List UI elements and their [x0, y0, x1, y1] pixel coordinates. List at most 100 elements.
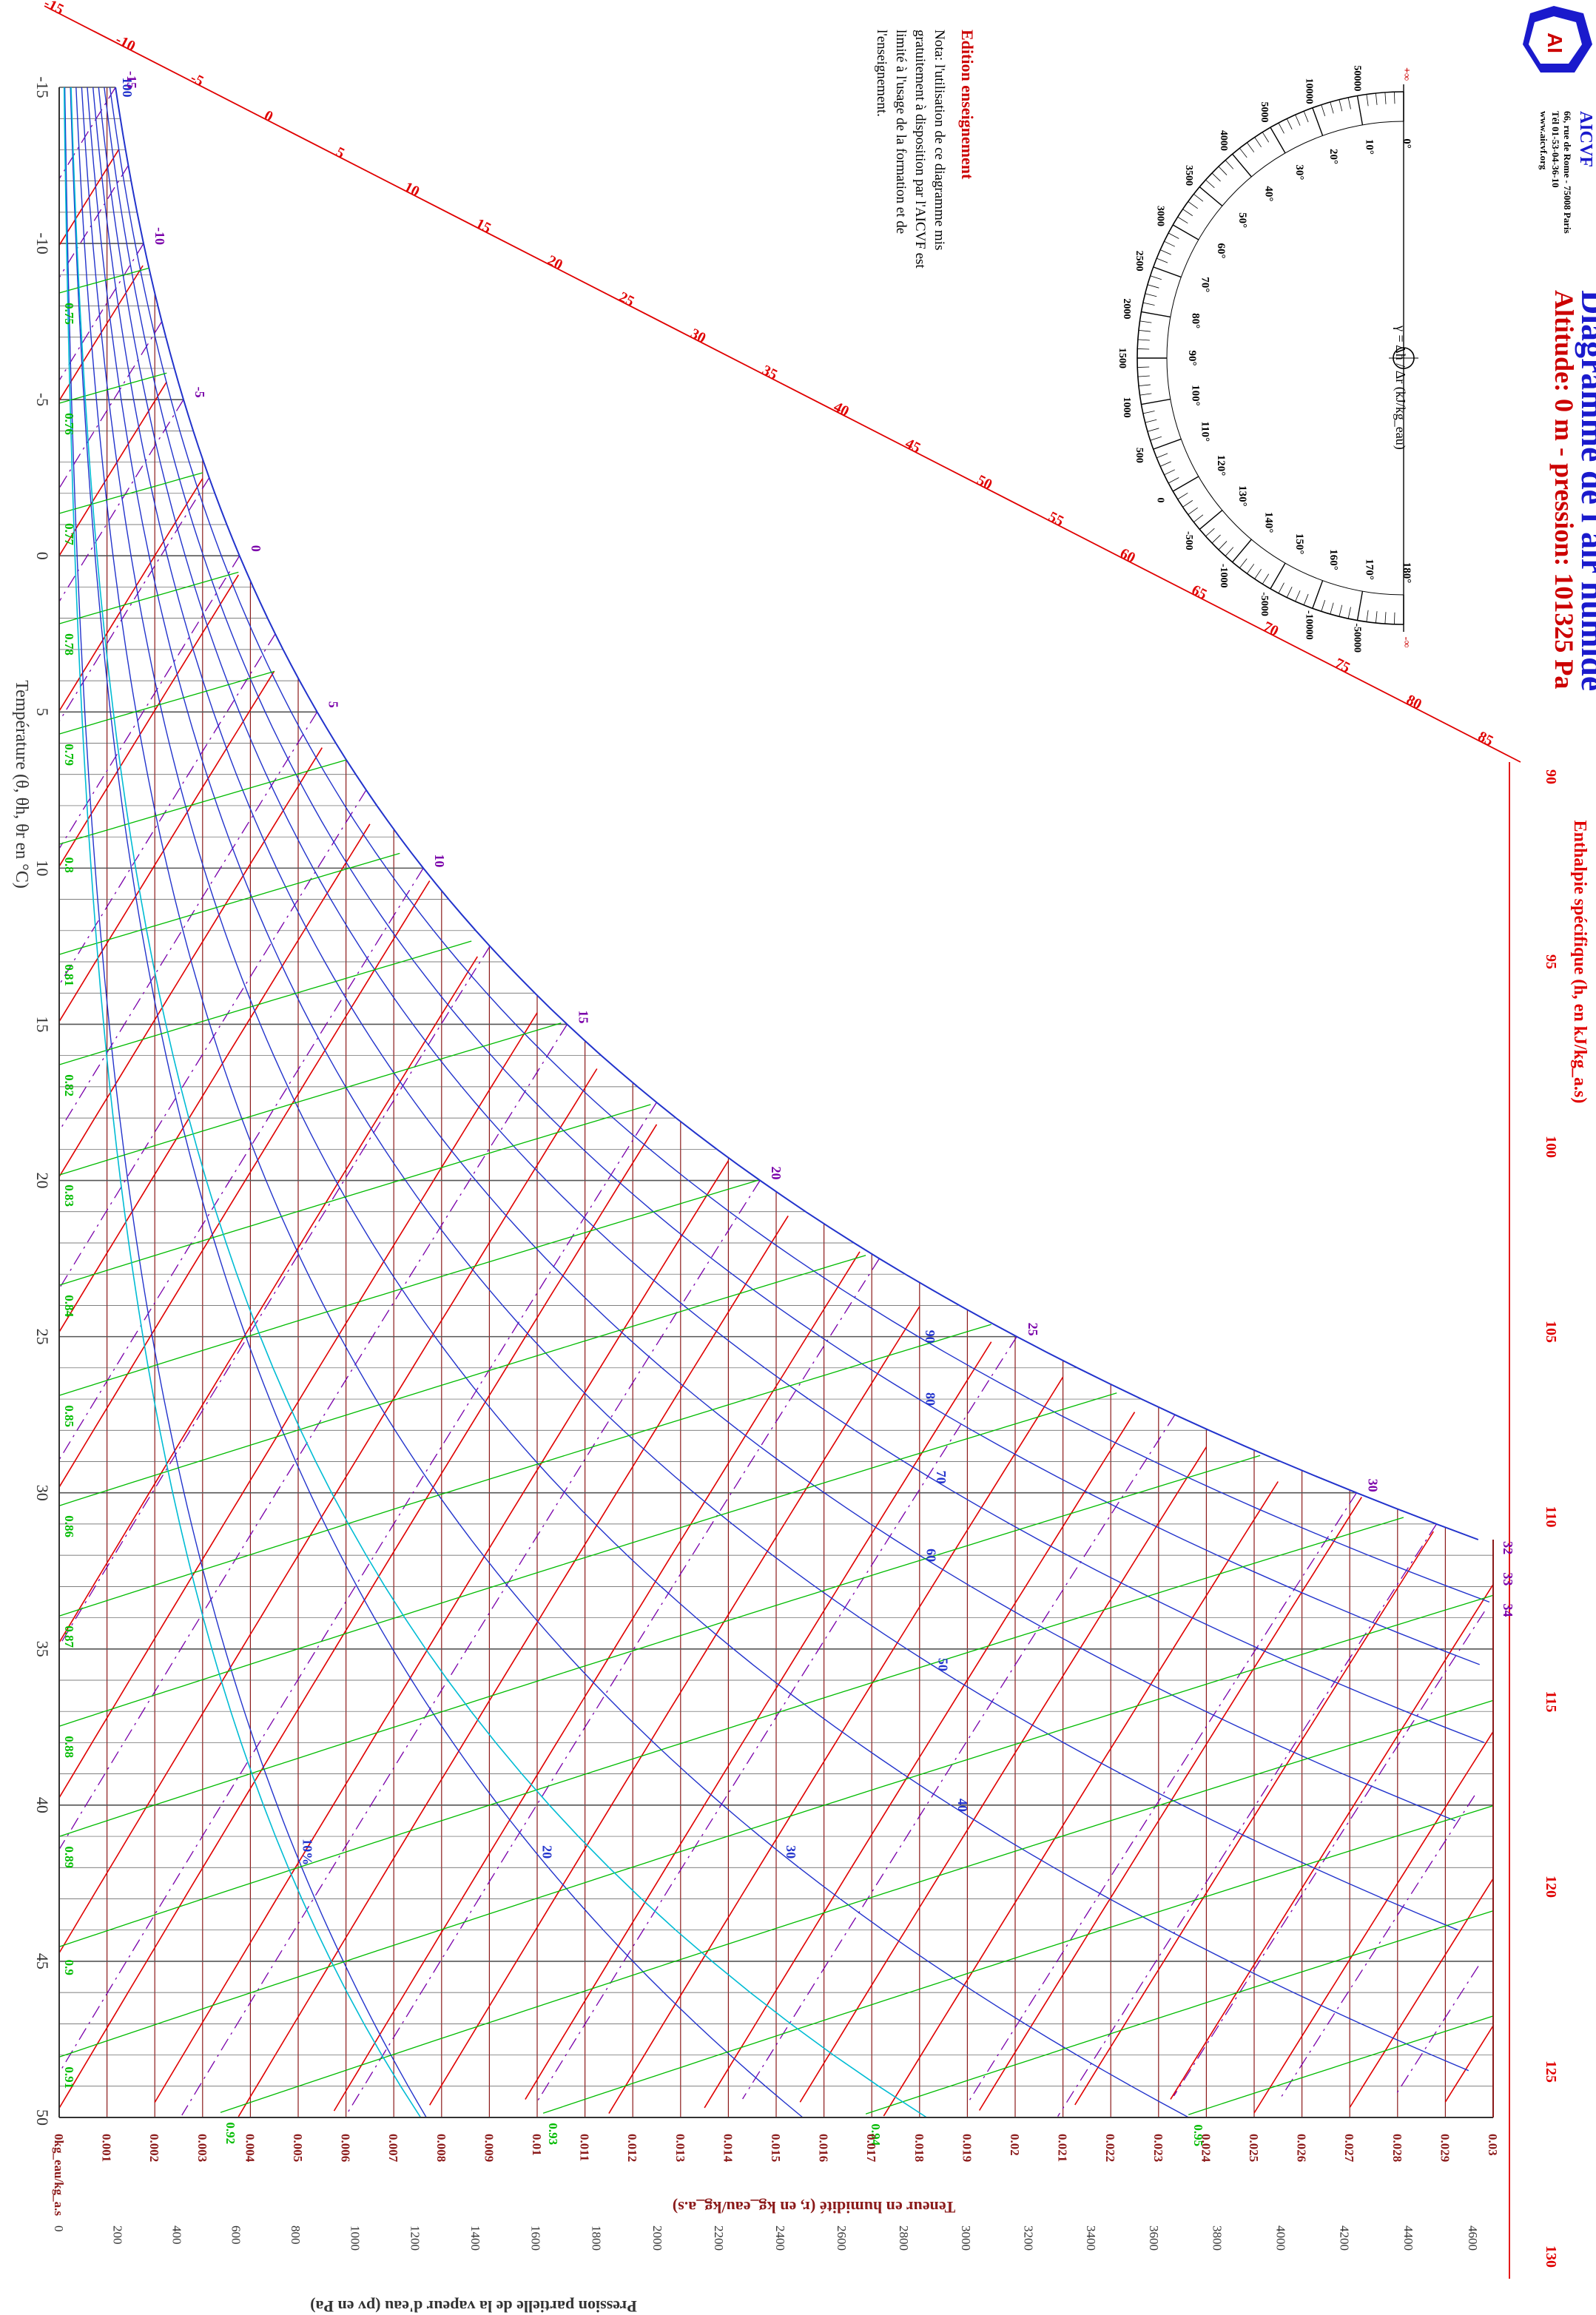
protractor-gamma-label: 3000 — [1154, 206, 1165, 226]
vapor-pressure-tick-label: 1000 — [349, 2225, 363, 2251]
protractor-gamma-label: 2500 — [1134, 251, 1145, 272]
protractor-tick — [1239, 558, 1247, 568]
temperature-tick-label: -5 — [33, 393, 52, 406]
protractor-tick — [1141, 398, 1171, 405]
protractor-tick — [1211, 534, 1221, 544]
protractor-tick — [1150, 275, 1162, 280]
vapor-pressure-tick-label: 2200 — [712, 2225, 726, 2251]
protractor-tick — [1347, 97, 1351, 109]
enthalpy-right-tick-label: 120 — [1543, 1876, 1559, 1898]
specific-volume-line — [58, 1324, 991, 1617]
enthalpy-right-tick-label: 130 — [1543, 2245, 1559, 2268]
vapor-pressure-axis-title: Pression partielle de la vapeur d'eau (p… — [310, 2297, 637, 2315]
rh-curve — [109, 87, 1490, 1603]
humidity-tick-label: 0kg_eau/kg_a.s — [52, 2134, 66, 2216]
protractor-degree-label: 150° — [1293, 533, 1305, 555]
protractor-tick — [1225, 160, 1234, 169]
chart-grid — [59, 87, 1494, 2118]
protractor-tick — [1262, 573, 1270, 584]
wet-bulb-label: 33 — [1501, 1572, 1515, 1586]
enthalpy-tick-label: 10 — [402, 179, 422, 201]
protractor-tick — [1188, 201, 1198, 209]
wet-bulb-label: 30 — [1365, 1479, 1380, 1492]
protractor-degree-label: 160° — [1327, 549, 1339, 570]
humidity-tick-label: 0.014 — [721, 2134, 735, 2163]
enthalpy-right-tick-label: 105 — [1543, 1321, 1559, 1343]
relative-humidity-curves — [64, 87, 1490, 2118]
enthalpy-tick-label: 30 — [688, 326, 709, 347]
protractor-gamma-label: 2000 — [1121, 298, 1132, 319]
wet-bulb-line — [537, 1336, 1017, 2101]
protractor-tick — [1303, 593, 1309, 605]
wet-bulb-label: 32 — [1501, 1541, 1515, 1554]
wet-bulb-line — [58, 633, 276, 985]
specific-volume-label: 0.89 — [62, 1846, 76, 1868]
protractor-tick — [1145, 419, 1157, 423]
enthalpy-right-tick-label: 115 — [1543, 1691, 1559, 1713]
specific-volume-line — [58, 1517, 1404, 1947]
protractor-tick — [1356, 591, 1364, 621]
protractor-tick — [1193, 194, 1204, 202]
wet-bulb-label: 34 — [1501, 1604, 1515, 1617]
vapor-pressure-tick-label: 200 — [110, 2225, 124, 2245]
specific-volume-label: 0.8 — [62, 857, 76, 872]
wet-bulb-line — [58, 477, 210, 722]
protractor-tick — [1193, 514, 1204, 522]
temperature-tick-label: 40 — [33, 1797, 52, 1813]
vapor-pressure-tick-label: 2400 — [773, 2225, 787, 2251]
wet-bulb-label: 20 — [769, 1167, 784, 1180]
protractor-degree-label: 180° — [1401, 562, 1413, 584]
cyan-curves — [63, 87, 927, 2118]
rh-curve — [87, 87, 1458, 1931]
protractor-tick — [1366, 94, 1369, 107]
rh-label: 80 — [923, 1392, 938, 1406]
specific-volume-lines — [58, 267, 1494, 2115]
enthalpy-right-tick-label: 125 — [1543, 2060, 1559, 2083]
specific-volume-line — [58, 1022, 562, 1176]
specific-volume-label: 0.95 — [1191, 2124, 1205, 2146]
protractor-gamma-label: -10000 — [1304, 610, 1315, 640]
enthalpy-line — [608, 1376, 1064, 2114]
humidity-tick-label: 0.028 — [1390, 2134, 1404, 2162]
enthalpy-line — [238, 1215, 789, 2117]
enthalpy-line — [58, 478, 203, 712]
protractor-tick — [1137, 366, 1150, 368]
protractor-tick — [1159, 461, 1171, 467]
temperature-tick-label: 15 — [33, 1016, 52, 1032]
humidity-tick-label: 0.026 — [1295, 2134, 1309, 2162]
specific-volume-line — [542, 1805, 1494, 2114]
wet-bulb-label: 0 — [249, 545, 263, 552]
specific-volume-label: 0.79 — [62, 744, 76, 766]
rh-label: 30 — [784, 1845, 798, 1859]
wet-bulb-line — [58, 321, 163, 489]
specific-volume-label: 0.87 — [62, 1625, 76, 1648]
vapor-pressure-tick-label: 4200 — [1338, 2225, 1352, 2251]
protractor-tick — [1156, 257, 1168, 263]
specific-volume-label: 0.9 — [62, 1960, 76, 1975]
protractor-tick — [1137, 375, 1150, 377]
vapor-pressure-tick-label: 400 — [169, 2225, 183, 2245]
edition-title: Edition enseignement — [958, 30, 977, 180]
enthalpy-line — [58, 956, 478, 1643]
protractor-tick — [1312, 107, 1324, 136]
humidity-tick-label: 0.021 — [1056, 2134, 1070, 2162]
protractor-tick — [1247, 142, 1255, 152]
enthalpy-scale-line — [44, 5, 1521, 763]
humidity-tick-label: 0.007 — [386, 2134, 400, 2163]
enthalpy-line — [799, 1446, 1208, 2103]
protractor: 0° 10° 20° 30° 40° 50° 60° 70° 80° 90° 100° 110° 120… — [1117, 65, 1418, 653]
protractor-gamma-label: 4000 — [1218, 130, 1229, 151]
protractor-degree-label: 20° — [1327, 149, 1339, 164]
protractor-degree-label: 40° — [1263, 186, 1275, 201]
protractor-tick — [1303, 111, 1309, 123]
enthalpy-line — [58, 1012, 538, 1799]
wet-bulb-label: 10 — [432, 854, 447, 867]
specific-volume-label: 0.92 — [223, 2122, 238, 2144]
protractor-gamma-label: -∞ — [1401, 637, 1412, 648]
temperature-tick-label: 5 — [33, 708, 52, 716]
humidity-tick-label: 0.001 — [100, 2134, 114, 2162]
wet-bulb-line — [58, 868, 424, 1460]
protractor-tick — [1254, 137, 1262, 148]
humidity-tick-label: 0.017 — [864, 2134, 878, 2163]
rh-label: 10% — [300, 1839, 314, 1865]
